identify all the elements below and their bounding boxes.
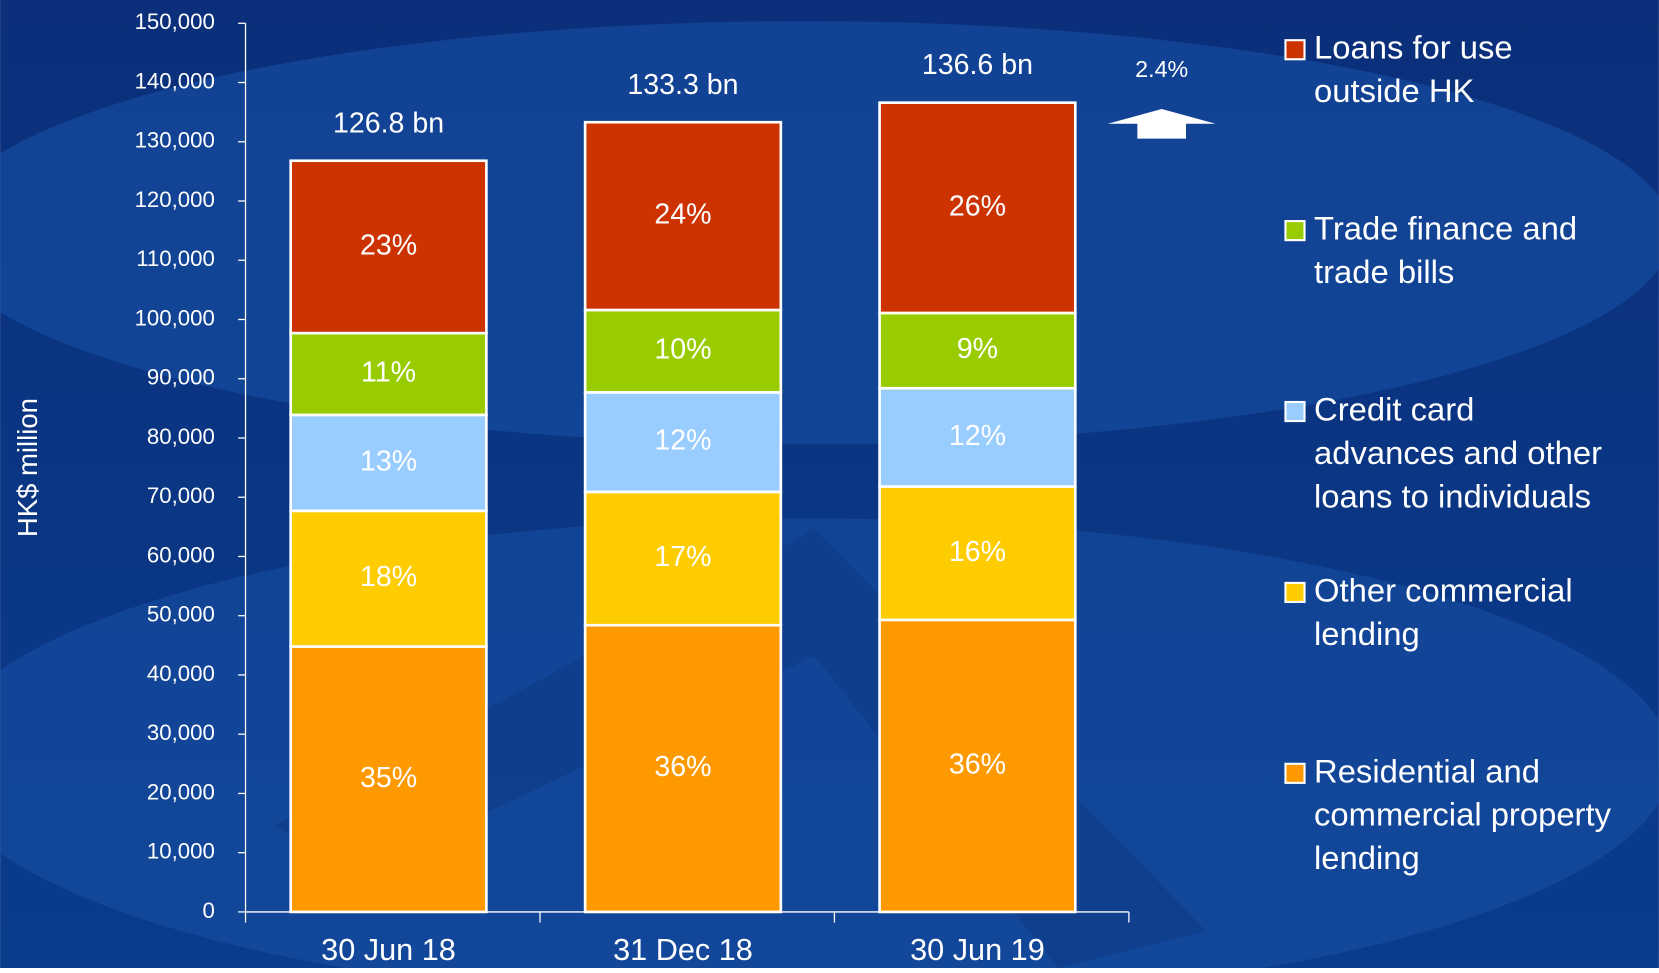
bar-segment — [583, 120, 783, 312]
y-tick-label: 40,000 — [147, 661, 215, 686]
percent-label: 36% — [654, 751, 711, 783]
percent-label: 35% — [360, 762, 417, 794]
bar-segment — [289, 159, 488, 335]
percent-label: 9% — [957, 333, 998, 365]
y-tick-label: 80,000 — [147, 424, 215, 449]
y-tick-label: 70,000 — [147, 483, 215, 508]
bar-segment — [583, 623, 783, 914]
percent-label: 26% — [949, 190, 1006, 222]
percent-label: 12% — [949, 420, 1006, 452]
percent-label: 17% — [654, 541, 711, 573]
percent-label: 13% — [360, 445, 417, 477]
legend-swatch — [1284, 581, 1306, 604]
x-tick-label: 31 Dec 18 — [613, 933, 753, 967]
y-tick-label: 0 — [202, 898, 214, 923]
percent-label: 18% — [360, 561, 417, 593]
total-label: 126.8 bn — [333, 107, 444, 139]
y-tick-label: 30,000 — [147, 720, 215, 745]
y-tick-label: 10,000 — [147, 839, 215, 864]
y-tick-label: 20,000 — [147, 779, 215, 804]
bar-segment — [289, 331, 488, 417]
y-tick-label: 110,000 — [136, 246, 215, 271]
legend-label: Trade finance and trade bills — [1314, 209, 1577, 289]
legend-swatch — [1284, 762, 1306, 784]
percent-label: 23% — [360, 229, 417, 261]
bar-segment — [878, 386, 1077, 488]
legend-label: Residential and commercial property lendin… — [1314, 752, 1612, 876]
y-tick-label: 90,000 — [147, 365, 215, 390]
percent-label: 10% — [654, 334, 711, 366]
y-tick-label: 60,000 — [147, 542, 215, 567]
legend-label: Other commercial lending — [1314, 571, 1573, 651]
bar-segment — [583, 490, 783, 627]
percent-label: 16% — [949, 536, 1006, 568]
bar-segment — [289, 413, 488, 513]
percent-label: 36% — [949, 748, 1006, 780]
y-tick-label: 140,000 — [135, 68, 215, 93]
legend-label: Loans for use outside HK — [1314, 28, 1513, 108]
total-label: 136.6 bn — [922, 49, 1033, 81]
y-tick-label: 150,000 — [135, 9, 215, 34]
total-label: 133.3 bn — [627, 69, 738, 101]
y-tick-label: 120,000 — [135, 187, 215, 212]
y-axis-title: HK$ million — [12, 398, 43, 537]
x-tick-label: 30 Jun 19 — [910, 933, 1045, 967]
bar-segment — [583, 391, 783, 494]
percent-label: 24% — [654, 199, 711, 231]
annotation: 2.4% — [1135, 56, 1188, 82]
x-tick-label: 30 Jun 18 — [321, 933, 456, 967]
y-tick-label: 100,000 — [135, 305, 215, 330]
percent-label: 11% — [361, 357, 416, 389]
percent-label: 12% — [654, 425, 711, 457]
y-tick-label: 50,000 — [147, 602, 215, 627]
legend-swatch — [1284, 220, 1306, 242]
bar-segment — [878, 311, 1077, 390]
bar-segment — [878, 485, 1077, 622]
y-tick-label: 130,000 — [135, 128, 215, 153]
legend-swatch — [1284, 39, 1306, 61]
legend-label: Credit card advances and other loans to in… — [1314, 390, 1602, 514]
legend-swatch — [1284, 400, 1306, 423]
bar-segment — [878, 101, 1077, 315]
increase-arrow — [1107, 108, 1216, 139]
